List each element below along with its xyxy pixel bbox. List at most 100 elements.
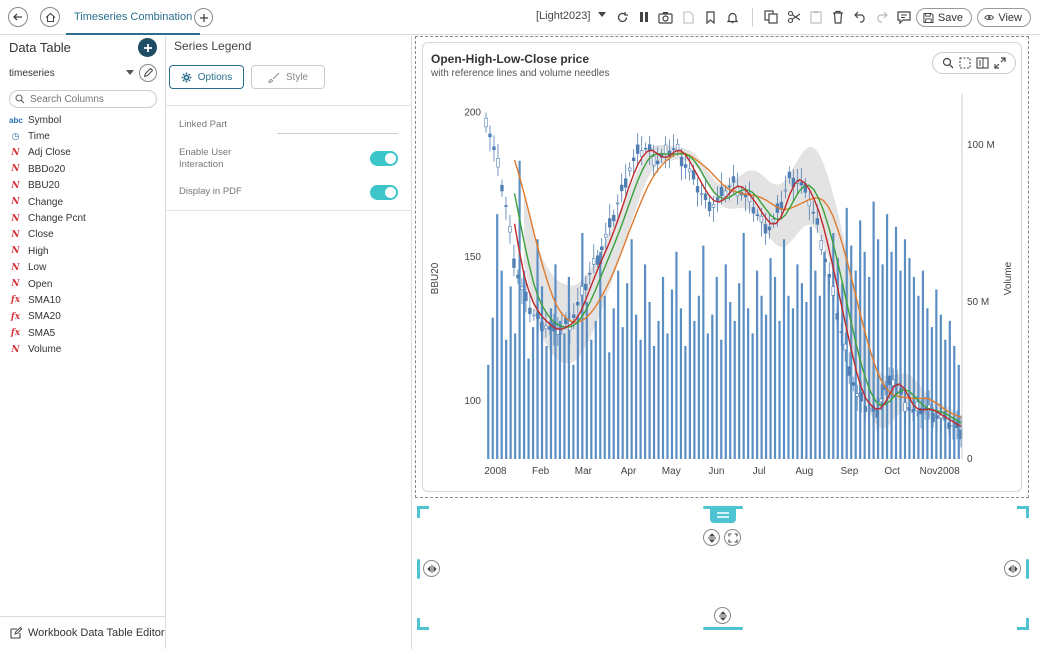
brush-icon [268, 72, 280, 83]
split-horizontal-icon [1007, 564, 1018, 573]
split-right-button[interactable] [1004, 560, 1021, 577]
redo-icon[interactable] [873, 9, 889, 25]
save-button[interactable]: Save [916, 8, 972, 27]
snapshot-icon[interactable] [657, 9, 673, 25]
theme-select[interactable]: [Light2023] [536, 10, 591, 22]
column-item[interactable]: N BBU20 [9, 178, 159, 194]
drag-handle[interactable] [710, 507, 736, 523]
back-button[interactable] [8, 7, 28, 27]
search-columns-input[interactable] [30, 93, 150, 105]
corner-handle[interactable] [417, 506, 429, 518]
candle-body [779, 201, 784, 209]
undo-icon[interactable] [852, 9, 868, 25]
column-item[interactable]: abc Symbol [9, 112, 159, 128]
corner-handle[interactable] [1017, 618, 1029, 630]
linked-part-select[interactable] [277, 133, 398, 134]
refresh-icon[interactable] [614, 9, 630, 25]
display-pdf-label: Display in PDF [179, 186, 242, 197]
volume-needle [738, 283, 741, 459]
candle-body [496, 158, 500, 168]
column-item[interactable]: N Open [9, 276, 159, 292]
candle-body [711, 204, 716, 208]
tab-options[interactable]: Options [169, 65, 244, 89]
volume-needle [603, 295, 606, 459]
display-pdf-toggle[interactable] [370, 185, 398, 200]
candle-body [819, 240, 823, 250]
column-item[interactable]: ◷ Time [9, 128, 159, 144]
bottom-resize-handle[interactable] [703, 627, 743, 630]
candle-body [647, 144, 652, 151]
volume-needle [549, 308, 553, 459]
column-item[interactable]: N Adj Close [9, 145, 159, 161]
corner-handle[interactable] [1017, 506, 1029, 518]
cut-icon[interactable] [786, 9, 802, 25]
tab-title: Timeseries Combination [74, 10, 193, 23]
chart-cell[interactable] [415, 36, 1029, 498]
data-source-select[interactable]: timeseries [9, 68, 55, 79]
enable-interaction-toggle[interactable] [370, 151, 398, 166]
volume-needle [496, 214, 499, 459]
column-item[interactable]: N Volume [9, 341, 159, 357]
pdf-icon[interactable] [680, 9, 696, 25]
volume-needle [558, 320, 562, 459]
pause-icon[interactable] [636, 9, 652, 25]
caret-down-icon[interactable] [598, 10, 606, 18]
column-item[interactable]: N Low [9, 260, 159, 276]
column-item[interactable]: fx SMA5 [9, 325, 159, 341]
candle-body [827, 273, 831, 278]
bookmark-icon[interactable] [702, 9, 718, 25]
volume-needle [536, 239, 539, 459]
bell-icon[interactable] [724, 9, 740, 25]
column-item[interactable]: N High [9, 243, 159, 259]
expand-icon[interactable] [994, 57, 1006, 69]
left-resize-handle[interactable] [417, 559, 420, 579]
volume-needle [531, 327, 535, 459]
volume-needle [751, 333, 754, 459]
split-vertical-icon [718, 610, 727, 621]
add-tab-button[interactable] [194, 8, 213, 27]
workbook-data-table-editor-link[interactable]: Workbook Data Table Editor [0, 616, 166, 649]
volume-needle [720, 339, 723, 459]
add-data-table-button[interactable] [138, 38, 157, 57]
paste-icon[interactable] [808, 9, 824, 25]
split-vertical-button[interactable] [703, 529, 720, 546]
caret-down-icon[interactable] [126, 70, 134, 76]
tab-style[interactable]: Style [251, 65, 325, 89]
edit-data-source-button[interactable] [139, 64, 157, 82]
search-columns-field[interactable] [9, 90, 157, 108]
view-button[interactable]: View [977, 8, 1031, 27]
split-bottom-button[interactable] [714, 607, 731, 624]
volume-needle [545, 345, 548, 459]
candle-body [839, 331, 843, 334]
tab-timeseries-combination[interactable]: Timeseries Combination [66, 0, 201, 35]
corner-handle[interactable] [417, 618, 429, 630]
column-item[interactable]: N Change Pcnt [9, 210, 159, 226]
legend-toggle-icon[interactable] [976, 57, 989, 69]
column-item[interactable]: fx SMA20 [9, 309, 159, 325]
volume-needle [509, 286, 512, 459]
maximize-button[interactable] [724, 529, 741, 546]
volume-needle [599, 251, 602, 459]
candle-body [620, 184, 624, 192]
candle-body [951, 424, 955, 427]
candle-body [624, 178, 628, 188]
select-region-icon[interactable] [959, 57, 971, 69]
column-item[interactable]: fx SMA10 [9, 292, 159, 308]
column-item[interactable]: N Change [9, 194, 159, 210]
volume-needle [648, 302, 651, 459]
column-item[interactable]: N Close [9, 227, 159, 243]
duplicate-icon[interactable] [763, 9, 779, 25]
ohlc-chart[interactable]: 100 150 200 0 50 M 100 M 2008 Feb Mar Apr May Jun Ju… [423, 43, 1023, 493]
column-item[interactable]: N BBDo20 [9, 161, 159, 177]
trash-icon[interactable] [830, 9, 846, 25]
candle-body [875, 408, 879, 418]
x-tick-label: 2008 [484, 466, 507, 477]
right-resize-handle[interactable] [1026, 559, 1029, 579]
search-icon[interactable] [942, 57, 954, 69]
split-left-button[interactable] [423, 560, 440, 577]
comment-icon[interactable] [896, 9, 912, 25]
home-button[interactable] [40, 7, 60, 27]
empty-layout-cell[interactable] [416, 505, 1030, 631]
volume-needle [697, 295, 700, 459]
numeric-icon: N [11, 197, 20, 208]
